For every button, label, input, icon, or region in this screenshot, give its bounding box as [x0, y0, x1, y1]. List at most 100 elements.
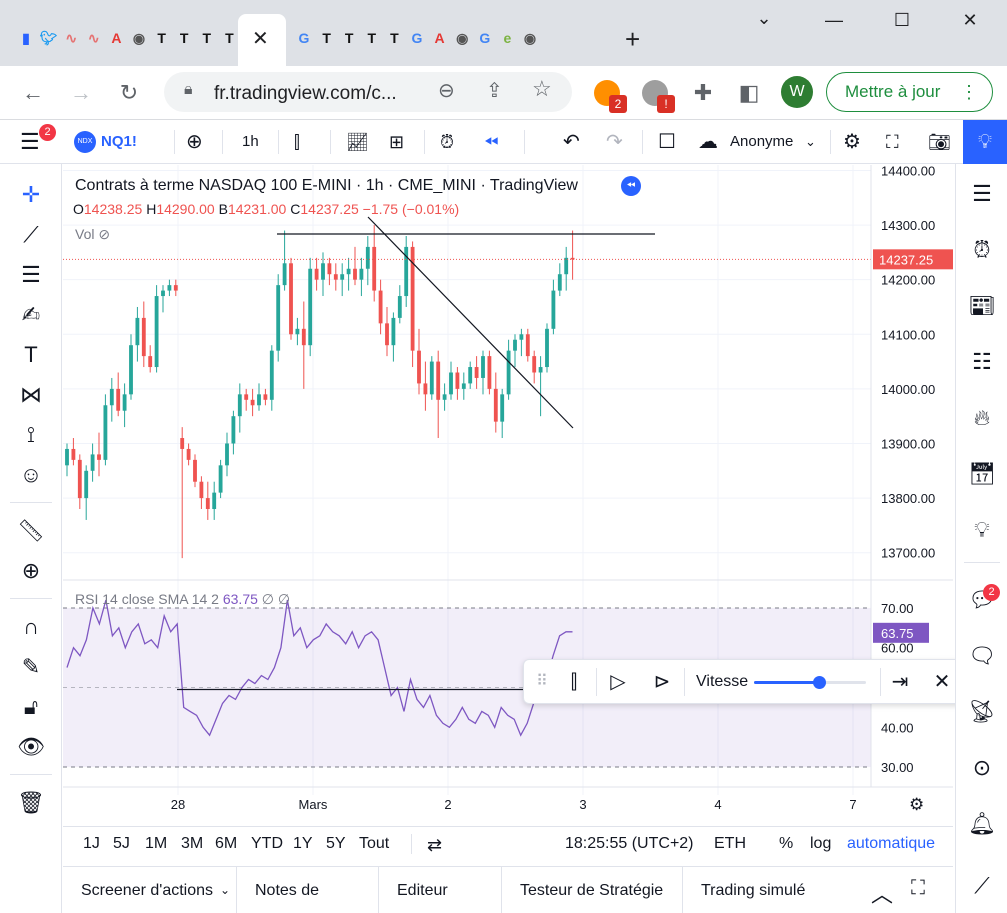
redo-icon[interactable]: ↷: [606, 131, 623, 153]
clock-time[interactable]: 18:25:55 (UTC+2): [565, 835, 694, 852]
volume-legend[interactable]: Vol ⊘: [75, 226, 110, 243]
streams-icon[interactable]: 📡︎: [968, 699, 996, 724]
rsi-legend[interactable]: RSI 14 close SMA 14 2 63.75 ∅ ∅: [75, 591, 290, 608]
twitter-icon[interactable]: 🐦︎: [39, 30, 58, 46]
google-icon[interactable]: G: [298, 30, 310, 46]
chart-icon[interactable]: ∿: [87, 30, 100, 46]
close-window-icon[interactable]: ✕: [962, 10, 978, 30]
eye-icon[interactable]: 👁︎: [17, 734, 45, 759]
broadcast-play-icon[interactable]: ⊙: [972, 755, 992, 780]
minimize-icon[interactable]: —: [825, 10, 843, 30]
emoji-icon[interactable]: ☺: [19, 462, 43, 487]
profile-avatar[interactable]: W: [781, 76, 813, 108]
bookmark-star-icon[interactable]: ☆: [532, 76, 552, 101]
tv-icon[interactable]: T: [157, 30, 166, 46]
zoom-icon[interactable]: ⊖: [438, 80, 455, 102]
ideas-lightbulb-icon[interactable]: 💡︎: [963, 120, 1007, 164]
tab-search-icon[interactable]: ⌄: [756, 8, 772, 28]
brush-icon[interactable]: ✍︎: [21, 302, 41, 327]
alerts-clock-icon[interactable]: ⏰︎: [973, 237, 991, 262]
chart-canvas[interactable]: 14400.00 14300.00 14200.00 14100.00 14000.00…: [63, 163, 953, 820]
hotlist-flame-icon[interactable]: 🔥︎: [973, 405, 991, 430]
replay-mode-icon[interactable]: ⏪︎: [621, 176, 641, 196]
tab-strategy-tester[interactable]: Testeur de Stratégie: [502, 867, 683, 913]
cloud-icon[interactable]: ☁︎: [698, 131, 718, 153]
fullscreen-icon[interactable]: ⛶: [886, 132, 899, 152]
range-button[interactable]: Tout: [359, 835, 390, 852]
auto-scale-toggle[interactable]: automatique: [847, 835, 936, 852]
speed-slider[interactable]: [754, 676, 866, 689]
tv-icon[interactable]: T: [225, 30, 234, 46]
settings-gear-icon[interactable]: ⚙︎: [843, 131, 861, 153]
replay-icon[interactable]: ⏪︎: [484, 132, 499, 152]
active-tab[interactable]: ✕: [238, 14, 286, 66]
select-bar-icon[interactable]: ⫿: [570, 671, 578, 693]
tv-icon[interactable]: T: [179, 30, 189, 46]
forward-icon[interactable]: →: [70, 80, 92, 105]
magnet-icon[interactable]: ∩: [23, 614, 39, 639]
range-button[interactable]: 1Y: [293, 835, 313, 852]
trend-icon[interactable]: ⟋: [974, 873, 990, 898]
step-forward-icon[interactable]: ⊳: [653, 671, 671, 693]
red-a-icon[interactable]: A: [111, 30, 122, 46]
tab-stock-screener[interactable]: Screener d'actions ⌄: [63, 867, 237, 913]
pattern-icon[interactable]: ⋈: [20, 382, 42, 407]
range-button[interactable]: 1J: [83, 835, 100, 852]
ideas-bulb-icon[interactable]: 💡︎: [974, 517, 990, 542]
hidden-eye-icon[interactable]: ⊘: [98, 226, 111, 242]
range-button[interactable]: 1M: [145, 835, 168, 852]
close-replay-icon[interactable]: ✕: [933, 671, 951, 693]
alert-icon[interactable]: ⏰︎: [440, 132, 455, 152]
range-button[interactable]: 3M: [181, 835, 204, 852]
close-tab-icon[interactable]: ✕: [252, 28, 269, 50]
camera-icon[interactable]: 📷︎: [928, 132, 951, 152]
tv-icon[interactable]: T: [322, 30, 331, 46]
interval-button[interactable]: 1h: [242, 133, 259, 150]
text-icon[interactable]: T: [24, 342, 38, 367]
symbol-search[interactable]: NQ1!: [101, 133, 137, 150]
google-icon[interactable]: G: [411, 30, 423, 46]
fib-lines-icon[interactable]: ☰: [21, 262, 41, 287]
trend-line-icon[interactable]: ⟋: [23, 222, 39, 247]
axis-settings-gear-icon[interactable]: ⚙: [909, 795, 924, 815]
speed-slider-knob[interactable]: [812, 676, 826, 689]
range-button[interactable]: 5J: [113, 835, 130, 852]
tv-icon[interactable]: T: [390, 30, 399, 46]
notifications-bell-icon[interactable]: 🔔︎: [968, 811, 996, 836]
omnibox[interactable]: 🔒︎ fr.tradingview.com/c... ⊖ ⇪ ☆: [164, 72, 572, 112]
drag-handle-icon[interactable]: ⠿: [536, 673, 548, 690]
more-menu-icon[interactable]: ⋮: [960, 82, 978, 102]
range-button[interactable]: YTD: [251, 835, 283, 852]
zoom-in-icon[interactable]: ⊕: [21, 558, 41, 583]
user-name[interactable]: Anonyme: [730, 133, 794, 150]
a-icon[interactable]: A: [434, 30, 445, 46]
details-list-icon[interactable]: ☷: [972, 349, 992, 374]
chart-icon[interactable]: ∿: [65, 30, 78, 46]
share-icon[interactable]: ⇪: [486, 80, 503, 102]
indicators-icon[interactable]: 📈︎: [346, 132, 369, 152]
circle-icon[interactable]: ◉: [456, 30, 469, 46]
undo-icon[interactable]: ↶: [563, 131, 580, 153]
new-tab-icon[interactable]: +: [625, 24, 641, 54]
lock-drawings-icon[interactable]: ✎: [21, 654, 41, 679]
layout-icon[interactable]: ☐: [658, 131, 676, 153]
chevron-down-icon[interactable]: ⌄: [805, 134, 816, 149]
tv-icon[interactable]: T: [344, 30, 354, 46]
chevron-up-icon[interactable]: ︿: [871, 882, 894, 907]
chart-pane[interactable]: 14400.00 14300.00 14200.00 14100.00 14000.00…: [63, 163, 953, 820]
side-panel-icon[interactable]: ◧: [738, 80, 760, 105]
log-toggle[interactable]: log: [810, 835, 832, 852]
tab-pine-editor[interactable]: Editeur Pine: [379, 867, 502, 913]
crosshair-icon[interactable]: ✛: [21, 182, 41, 207]
unlock-icon[interactable]: 🔓︎: [23, 694, 39, 719]
jump-to-realtime-icon[interactable]: ⇥: [891, 671, 909, 693]
candles-style-icon[interactable]: ⫿: [294, 132, 300, 152]
maximize-panel-icon[interactable]: ⛶: [911, 877, 925, 899]
trash-icon[interactable]: 🗑︎: [17, 790, 45, 815]
back-icon[interactable]: ←: [22, 80, 44, 105]
extensions-puzzle-icon[interactable]: ✚: [693, 80, 713, 105]
templates-icon[interactable]: ⊞: [389, 132, 405, 152]
e-icon[interactable]: e: [503, 30, 512, 46]
play-icon[interactable]: ▷: [610, 671, 626, 693]
session-button[interactable]: ETH: [714, 835, 746, 852]
